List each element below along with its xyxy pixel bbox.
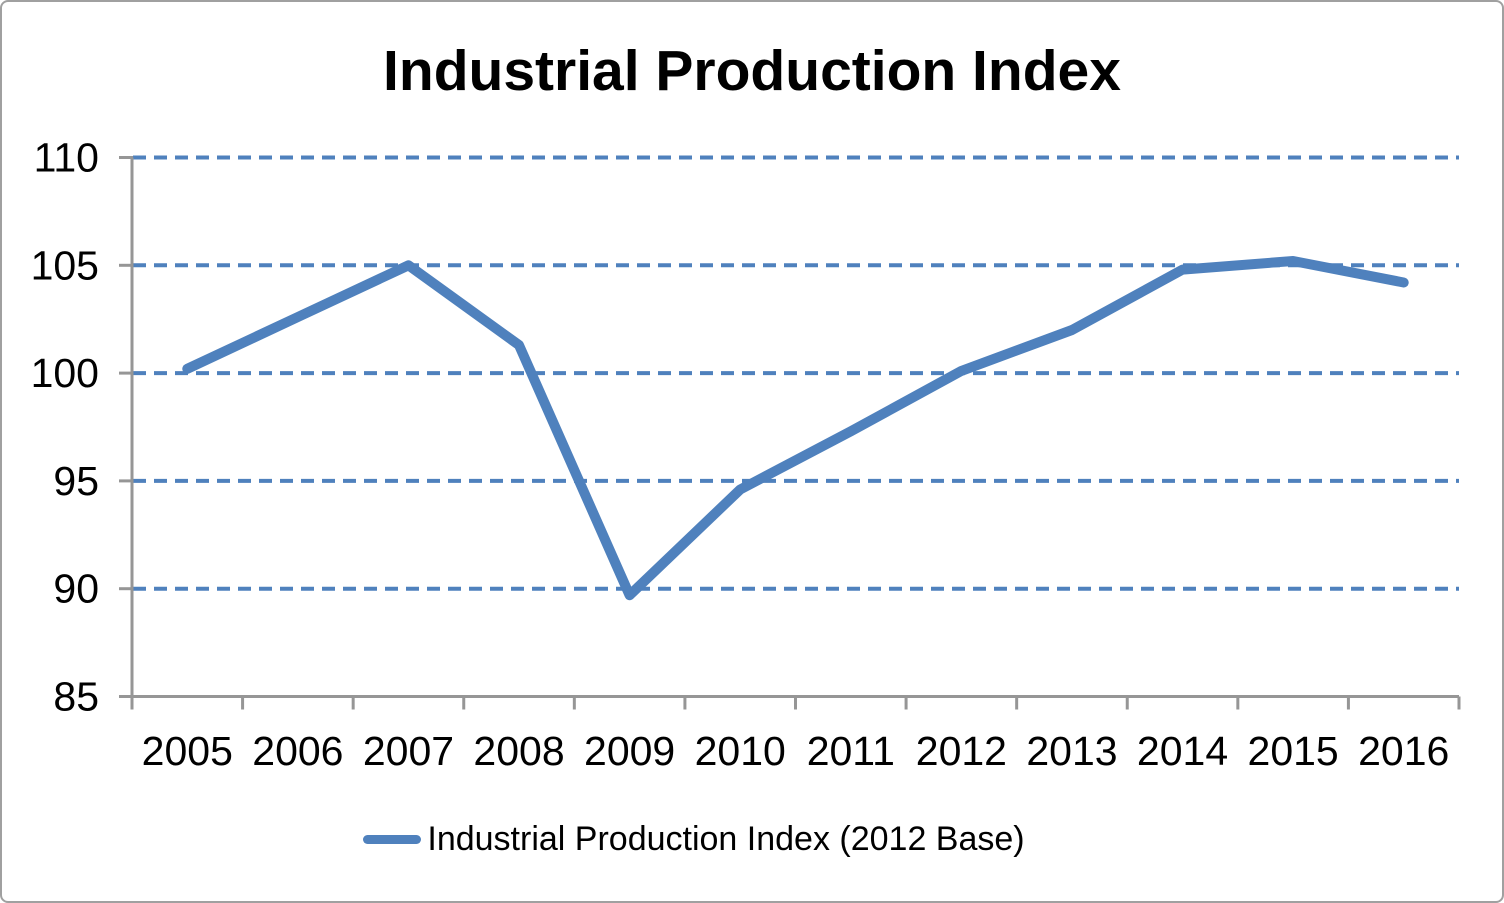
y-tick-label: 90 xyxy=(53,566,99,612)
legend: Industrial Production Index (2012 Base) xyxy=(2,820,1444,859)
x-tick-label: 2010 xyxy=(695,728,786,774)
x-tick-label: 2013 xyxy=(1026,728,1117,774)
legend-label: Industrial Production Index (2012 Base) xyxy=(427,820,1025,858)
y-tick-label: 100 xyxy=(31,350,99,396)
y-tick-label: 105 xyxy=(31,242,99,288)
chart-title: Industrial Production Index xyxy=(383,39,1121,103)
y-tick-label: 95 xyxy=(53,458,99,504)
x-tick-label: 2016 xyxy=(1358,728,1449,774)
x-tick-label: 2014 xyxy=(1137,728,1228,774)
x-tick-label: 2012 xyxy=(916,728,1007,774)
legend-line-sample-icon xyxy=(363,835,422,844)
x-tick-label: 2015 xyxy=(1248,728,1339,774)
y-tick-label: 85 xyxy=(53,674,99,720)
y-tick-label: 110 xyxy=(34,135,99,181)
x-tick-label: 2008 xyxy=(473,728,564,774)
x-tick-label: 2009 xyxy=(584,728,675,774)
x-tick-label: 2006 xyxy=(252,728,343,774)
x-tick-label: 2011 xyxy=(807,728,895,774)
x-tick-label: 2007 xyxy=(363,728,454,774)
x-tick-label: 2005 xyxy=(142,728,233,774)
series-line xyxy=(182,256,1409,601)
